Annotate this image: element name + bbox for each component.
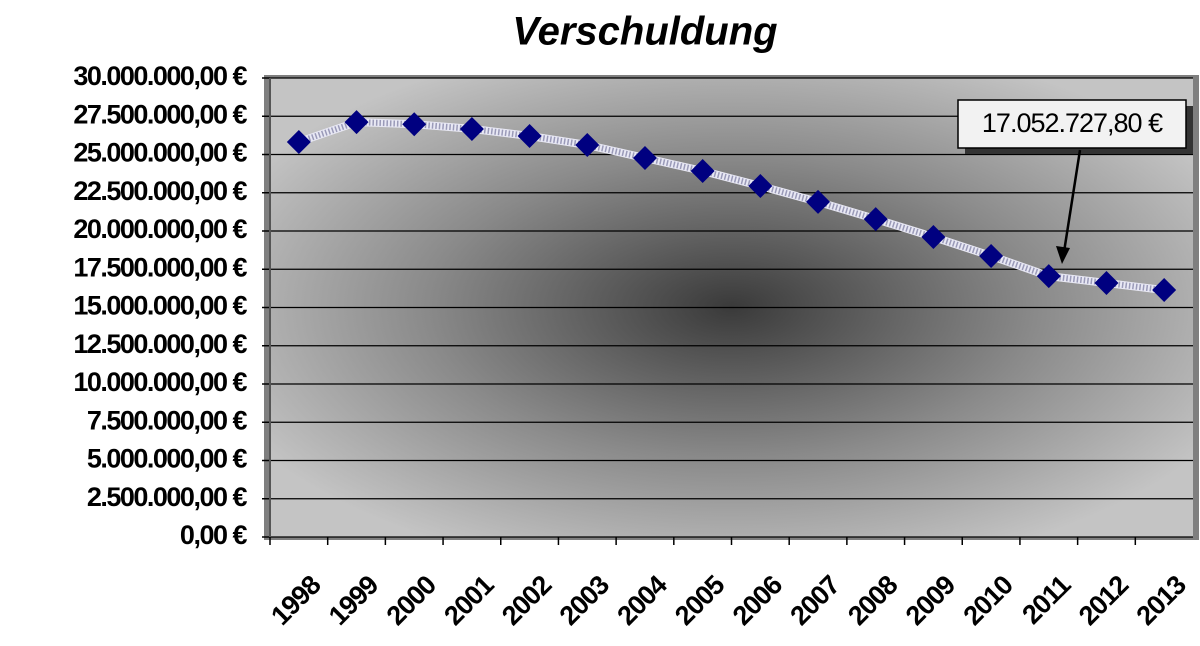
y-tick-label: 15.000.000,00 € xyxy=(73,291,247,321)
x-tick-label: 2002 xyxy=(496,570,557,631)
marker xyxy=(459,116,484,141)
marker xyxy=(632,146,657,171)
y-tick-label: 5.000.000,00 € xyxy=(87,444,248,474)
y-tick-label: 10.000.000,00 € xyxy=(73,367,247,397)
y-tick-label: 27.500.000,00 € xyxy=(73,99,247,129)
marker xyxy=(1094,271,1119,296)
marker xyxy=(517,123,542,148)
y-tick-label: 25.000.000,00 € xyxy=(73,138,247,168)
x-tick-label: 2008 xyxy=(842,569,904,631)
x-tick-label: 1998 xyxy=(265,569,327,631)
line-pattern xyxy=(297,119,1165,294)
x-tick-label: 2012 xyxy=(1073,570,1134,631)
x-tick-label: 2010 xyxy=(958,570,1019,631)
marker xyxy=(575,133,600,158)
y-tick-label: 2.500.000,00 € xyxy=(87,482,248,512)
annotation-arrow xyxy=(1062,149,1082,253)
marker xyxy=(402,112,427,137)
x-tick-label: 2013 xyxy=(1131,569,1193,631)
x-tick-label: 2004 xyxy=(611,569,673,631)
marker xyxy=(748,174,773,199)
y-tick-label: 30.000.000,00 € xyxy=(73,61,247,91)
y-tick-label: 12.500.000,00 € xyxy=(73,329,247,359)
marker xyxy=(286,129,311,154)
x-tick-label: 2006 xyxy=(727,569,789,631)
x-tick-label: 2001 xyxy=(438,569,500,631)
marker xyxy=(806,189,831,214)
annotation-box xyxy=(957,99,1187,149)
x-tick-label: 2009 xyxy=(900,569,962,631)
marker xyxy=(1036,264,1061,289)
arrow-head xyxy=(1056,246,1070,264)
x-tick-label: 2000 xyxy=(381,570,442,631)
chart-title: Verschuldung xyxy=(512,10,777,54)
y-tick-label: 17.500.000,00 € xyxy=(73,252,247,282)
x-tick-label: 2007 xyxy=(784,570,845,631)
y-tick-label: 0,00 € xyxy=(180,520,248,550)
marker xyxy=(921,224,946,249)
x-tick-label: 2003 xyxy=(554,569,616,631)
marker xyxy=(690,159,715,184)
x-tick-label: 1999 xyxy=(323,569,385,631)
x-tick-label: 2011 xyxy=(1016,569,1076,629)
y-tick-label: 7.500.000,00 € xyxy=(87,405,248,435)
y-tick-label: 22.500.000,00 € xyxy=(73,176,247,206)
x-tick-label: 2005 xyxy=(669,569,731,631)
marker xyxy=(979,243,1004,268)
marker xyxy=(1152,278,1177,303)
data-label: 17.052.727,80 € xyxy=(982,108,1163,138)
marker xyxy=(863,207,888,232)
y-tick-label: 20.000.000,00 € xyxy=(73,214,247,244)
marker xyxy=(344,110,369,135)
